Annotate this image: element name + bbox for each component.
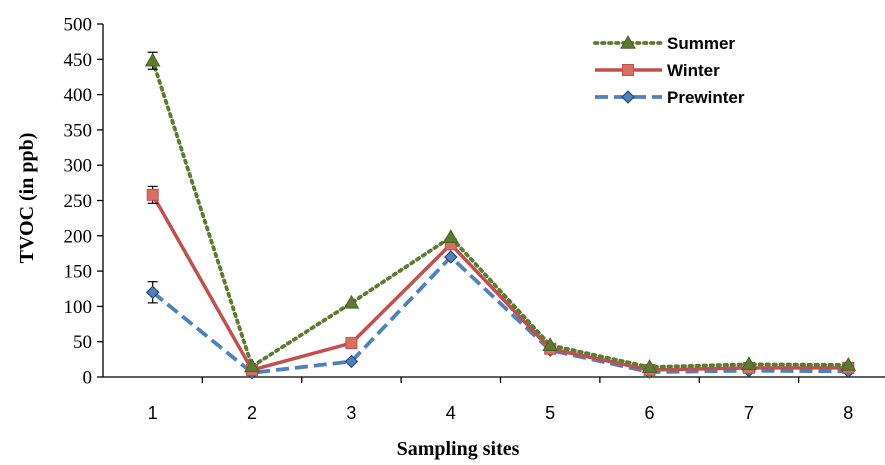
y-axis-title: TVOC (in ppb) <box>16 133 38 264</box>
series-layer <box>144 51 857 380</box>
legend-label: Summer <box>667 34 735 53</box>
marker-diamond <box>444 250 458 264</box>
marker-triangle <box>442 229 459 243</box>
y-tick-label: 150 <box>64 262 93 283</box>
y-tick-label: 50 <box>73 332 92 353</box>
marker-diamond <box>344 354 359 369</box>
legend-item-winter: Winter <box>595 61 720 80</box>
marker-diamond <box>145 285 160 299</box>
y-tick-label: 0 <box>83 368 93 389</box>
x-tick-label: 4 <box>446 403 456 423</box>
y-tick-label: 200 <box>64 226 93 247</box>
axes <box>102 24 885 378</box>
marker-triangle <box>343 294 360 309</box>
series-line <box>150 58 851 370</box>
series-summer <box>144 51 857 373</box>
marker-square <box>345 337 358 350</box>
marker-square <box>622 64 634 76</box>
marker-triangle <box>641 359 658 373</box>
x-tick-label: 8 <box>843 403 853 423</box>
legend-label: Prewinter <box>667 88 745 107</box>
legend-item-prewinter: Prewinter <box>595 88 745 107</box>
y-tick-label: 100 <box>64 297 93 318</box>
legend-item-summer: Summer <box>593 34 735 53</box>
marker-triangle <box>741 356 757 371</box>
marker-triangle <box>542 337 559 351</box>
marker-square <box>146 188 159 201</box>
x-ticks: 1 2 3 4 5 6 7 8 <box>148 377 853 423</box>
series-winter <box>146 185 855 376</box>
marker-triangle <box>840 356 857 371</box>
x-tick-label: 5 <box>545 403 555 423</box>
legend-label: Winter <box>667 61 720 80</box>
marker-triangle <box>244 358 260 373</box>
y-tick-label: 400 <box>64 85 93 106</box>
x-tick-label: 1 <box>148 403 158 423</box>
marker-triangle <box>620 34 636 49</box>
y-ticks: 0 50 100 150 200 250 300 350 400 450 500 <box>64 15 103 389</box>
legend: Summer Winter Prewinter <box>593 34 745 107</box>
marker-triangle <box>144 52 161 67</box>
y-tick-label: 300 <box>64 156 93 177</box>
marker-diamond <box>621 90 635 104</box>
y-tick-label: 250 <box>64 191 93 212</box>
y-tick-label: 450 <box>64 50 93 71</box>
series-line <box>151 193 849 372</box>
x-tick-label: 6 <box>645 403 655 423</box>
y-tick-label: 500 <box>64 15 93 36</box>
x-tick-label: 7 <box>744 403 754 423</box>
series-line <box>151 255 849 375</box>
x-axis-title: Sampling sites <box>397 438 520 460</box>
y-tick-label: 350 <box>64 120 93 141</box>
x-tick-label: 2 <box>247 403 257 423</box>
x-tick-label: 3 <box>346 403 356 423</box>
